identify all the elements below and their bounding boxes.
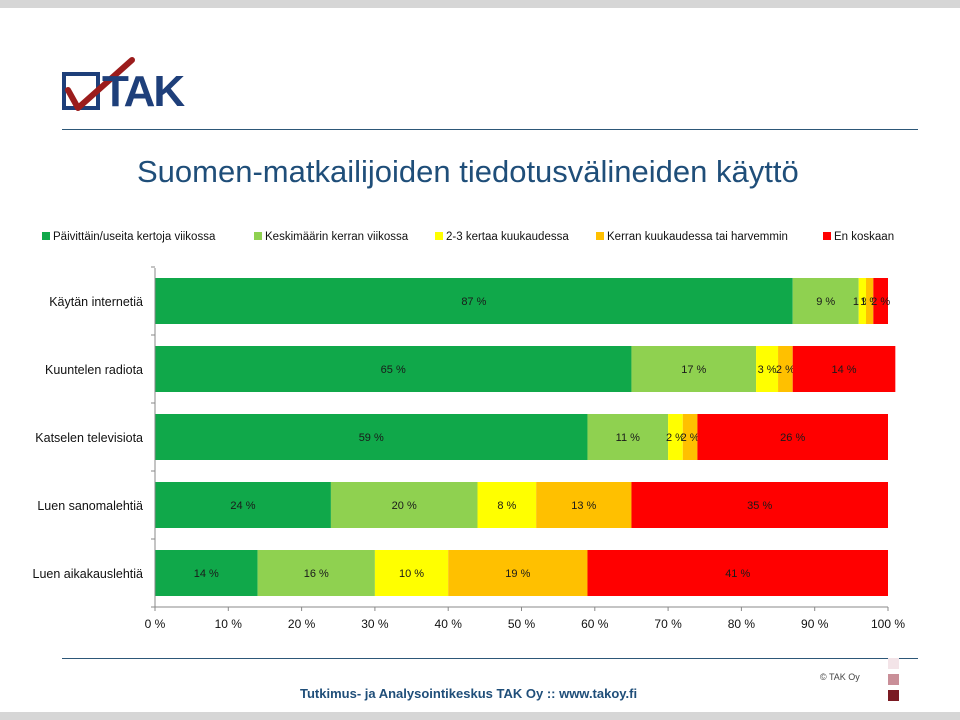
legend-swatch — [435, 232, 443, 240]
data-label: 13 % — [571, 500, 596, 512]
data-label: 24 % — [230, 500, 255, 512]
data-label: 16 % — [304, 568, 329, 580]
data-label: 10 % — [399, 568, 424, 580]
x-tick-label: 100 % — [871, 617, 905, 631]
x-tick-label: 0 % — [145, 617, 166, 631]
decor-square-mid — [888, 674, 899, 685]
bar-segment — [866, 278, 874, 324]
slide-title: Suomen-matkailijoiden tiedotusvälineiden… — [137, 154, 799, 189]
header-divider — [62, 129, 918, 130]
bar-segment — [682, 414, 698, 460]
legend-label: 2-3 kertaa kuukaudessa — [446, 231, 569, 243]
bar-segment — [858, 278, 867, 324]
data-label: 19 % — [505, 568, 530, 580]
data-label: 2 % — [776, 364, 795, 376]
data-label: 11 % — [616, 432, 640, 444]
footer-text: Tutkimus- ja Analysointikeskus TAK Oy ::… — [300, 686, 638, 701]
bar-segment — [155, 278, 793, 324]
data-label: 3 % — [758, 364, 777, 376]
decor-square-dark — [888, 690, 899, 701]
category-label: Käytän internetiä — [49, 295, 143, 309]
bar-segment — [778, 346, 793, 392]
legend-label: Keskimäärin kerran viikossa — [265, 231, 409, 243]
data-label: 9 % — [816, 296, 835, 308]
data-label: 35 % — [747, 500, 772, 512]
chart-axes: Käytän internetiä Kuuntelen radiota Katsel… — [33, 266, 905, 631]
data-label: 87 % — [461, 296, 486, 308]
x-tick-label: 60 % — [581, 617, 609, 631]
legend-swatch — [254, 232, 262, 240]
bar-segment — [155, 346, 632, 392]
bar-segment — [374, 550, 449, 596]
data-label: 20 % — [392, 500, 417, 512]
x-tick-label: 30 % — [361, 617, 389, 631]
bar-segment — [697, 414, 888, 460]
bar-segment — [536, 482, 632, 528]
bar-segment — [448, 550, 588, 596]
data-label: 2 % — [681, 432, 700, 444]
legend-label: Kerran kuukaudessa tai harvemmin — [607, 231, 788, 243]
bar-segment — [155, 550, 258, 596]
decor-square-light — [888, 658, 899, 669]
data-label: 2 % — [871, 296, 890, 308]
x-tick-label: 50 % — [508, 617, 536, 631]
bar-segment — [631, 482, 888, 528]
bar-segment — [756, 346, 779, 392]
data-label: 26 % — [780, 432, 805, 444]
x-tick-label: 10 % — [215, 617, 243, 631]
bar-segment — [155, 482, 331, 528]
bar-segment — [631, 346, 757, 392]
bar-segment — [477, 482, 537, 528]
category-label: Kuuntelen radiota — [45, 363, 143, 377]
bar-segment — [587, 550, 888, 596]
legend-label: En koskaan — [834, 231, 894, 243]
data-label: 2 % — [666, 432, 685, 444]
legend-label: Päivittäin/useita kertoja viikossa — [53, 231, 216, 243]
legend-swatch — [823, 232, 831, 240]
bar-segment — [587, 414, 669, 460]
x-tick-label: 40 % — [435, 617, 463, 631]
bar-segment — [792, 278, 859, 324]
category-label: Luen aikakauslehtiä — [33, 567, 144, 581]
data-label: 41 % — [725, 568, 750, 580]
x-tick-label: 80 % — [728, 617, 756, 631]
category-label: Katselen televisiota — [35, 431, 143, 445]
x-tick-label: 20 % — [288, 617, 316, 631]
data-label: 59 % — [359, 432, 384, 444]
bar-segment — [330, 482, 478, 528]
bar-segment — [873, 278, 888, 324]
bar-segment — [257, 550, 375, 596]
data-label: 65 % — [381, 364, 406, 376]
checkmark-logo-icon — [62, 57, 135, 111]
legend-swatch — [596, 232, 604, 240]
chart-bars: 87 % 9 % 1 %1 %2 %65 % 17 % 3 % 2 % 14 %59 % 11… — [155, 278, 896, 596]
legend-swatch — [42, 232, 50, 240]
bar-segment — [668, 414, 683, 460]
copyright-text: © TAK Oy — [820, 672, 860, 682]
footer-divider — [62, 658, 918, 659]
data-label: 8 % — [497, 500, 516, 512]
x-tick-label: 90 % — [801, 617, 829, 631]
bar-segment — [155, 414, 588, 460]
data-label: 17 % — [681, 364, 706, 376]
tak-logo: TAK — [62, 56, 202, 118]
data-label: 14 % — [194, 568, 219, 580]
logo-text: TAK — [102, 67, 185, 116]
chart-legend: Päivittäin/useita kertoja viikossa Keskim… — [42, 231, 894, 243]
data-label: 14 % — [831, 364, 856, 376]
x-tick-label: 70 % — [654, 617, 682, 631]
category-label: Luen sanomalehtiä — [37, 499, 143, 513]
bar-segment — [792, 346, 896, 392]
